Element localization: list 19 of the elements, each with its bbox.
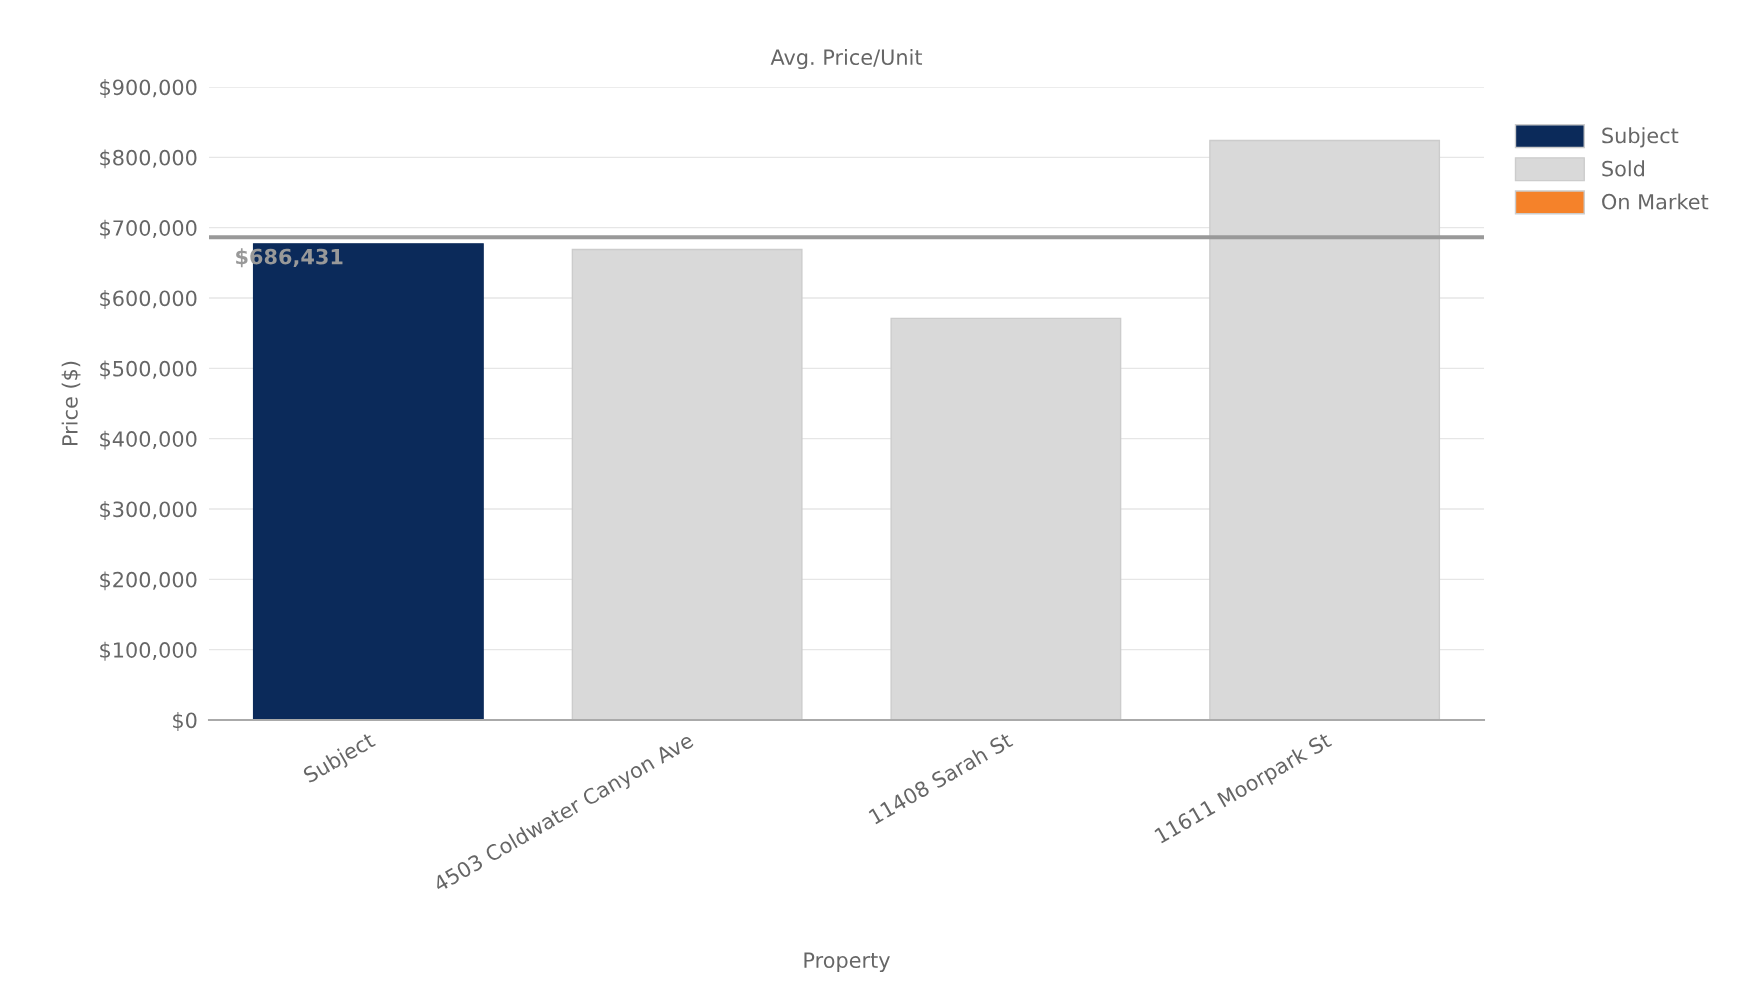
y-tick-label: $400,000 (100, 430, 197, 450)
chart-title: Avg. Price/Unit (770, 48, 923, 70)
legend-label: On Market (1602, 193, 1709, 210)
y-tick-label: $500,000 (100, 360, 197, 380)
bar (571, 248, 803, 720)
bar (890, 317, 1122, 720)
y-tick-label: $100,000 (100, 641, 197, 661)
y-tick-label: $0 (173, 712, 197, 731)
y-tick-label: $800,000 (100, 149, 197, 169)
legend-label: Sold (1602, 160, 1645, 177)
x-axis-title: Property (804, 952, 890, 973)
y-tick-label: $300,000 (100, 501, 197, 520)
legend-label: Subject (1602, 127, 1679, 148)
y-tick-label: $200,000 (100, 571, 197, 591)
bar (1209, 139, 1441, 720)
y-axis-title: Price ($) (61, 361, 81, 445)
y-tick-label: $900,000 (100, 79, 197, 98)
y-tick-label: $600,000 (100, 290, 197, 309)
y-tick-label: $700,000 (100, 219, 197, 239)
